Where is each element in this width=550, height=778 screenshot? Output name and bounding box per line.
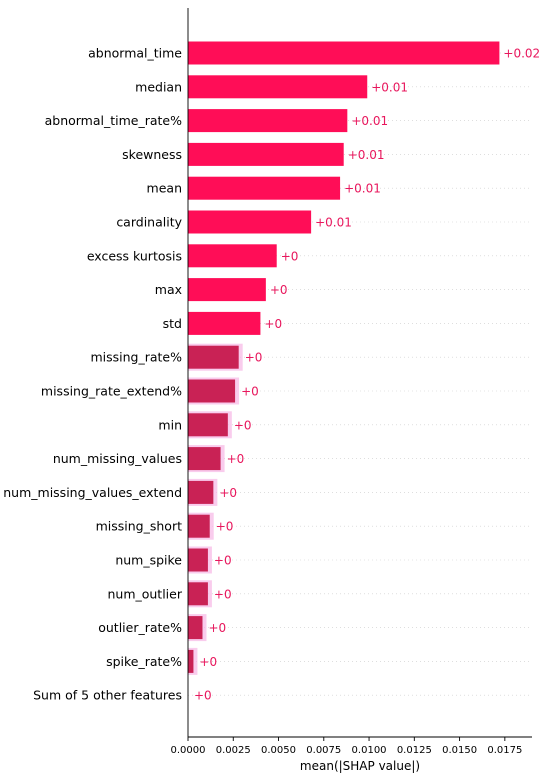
bar-row: min +0	[158, 411, 532, 439]
value-label: +0	[281, 249, 299, 263]
x-tick-label: 0.0175	[487, 745, 522, 756]
feature-label: mean	[147, 181, 182, 196]
feature-bar	[188, 41, 500, 65]
bar-row: excess kurtosis +0	[87, 244, 532, 268]
bar-row: missing_rate_extend% +0	[41, 377, 532, 405]
feature-bar	[188, 142, 344, 166]
feature-label: min	[158, 417, 182, 432]
feature-label: cardinality	[116, 215, 182, 230]
bar-row: num_outlier +0	[107, 580, 532, 608]
value-label: +0	[214, 587, 232, 601]
feature-bar	[188, 210, 312, 234]
feature-bar	[188, 616, 203, 640]
value-label: +0	[219, 486, 237, 500]
x-tick-label: 0.0125	[397, 745, 432, 756]
value-label: +0	[227, 452, 245, 466]
feature-bar	[188, 345, 239, 369]
value-label: +0	[199, 655, 217, 669]
x-tick-label: 0.0025	[216, 745, 251, 756]
bar-row: cardinality +0.01	[116, 210, 532, 234]
feature-bar	[188, 413, 228, 437]
bar-row: num_spike +0	[115, 546, 532, 574]
bar-row: Sum of 5 other features +0	[33, 688, 532, 703]
value-label: +0.01	[315, 216, 352, 230]
x-tick-label: 0.0075	[306, 745, 341, 756]
feature-bar	[188, 480, 214, 504]
bar-row: std +0	[163, 311, 532, 335]
feature-bar	[188, 278, 266, 302]
feature-bar	[188, 649, 194, 673]
value-label: +0	[245, 351, 263, 365]
bar-row: mean +0.01	[147, 176, 532, 200]
feature-label: Sum of 5 other features	[33, 688, 182, 703]
feature-bar	[188, 244, 277, 268]
value-label: +0	[270, 283, 288, 297]
feature-bar	[188, 548, 208, 572]
feature-label: num_missing_values	[53, 451, 182, 466]
value-label: +0.01	[344, 182, 381, 196]
feature-bar	[188, 514, 210, 538]
value-label: +0.01	[351, 114, 388, 128]
bar-row: spike_rate% +0	[106, 647, 532, 675]
feature-label: missing_short	[96, 519, 182, 534]
bar-row: median +0.01	[135, 75, 532, 99]
feature-bar	[188, 582, 208, 606]
feature-label: spike_rate%	[106, 654, 182, 669]
bar-row: outlier_rate% +0	[98, 614, 532, 642]
feature-label: median	[135, 79, 182, 94]
x-tick-label: 0.0150	[442, 745, 477, 756]
bar-row: max +0	[155, 278, 532, 302]
feature-bar	[188, 447, 221, 471]
value-label: +0	[214, 554, 232, 568]
feature-bar	[188, 176, 341, 200]
value-label: +0	[208, 621, 226, 635]
value-label: +0	[264, 317, 282, 331]
feature-label: num_missing_values_extend	[3, 485, 182, 500]
bar-row: missing_short +0	[96, 512, 532, 540]
value-label: +0	[216, 520, 234, 534]
feature-label: num_outlier	[107, 586, 182, 601]
value-label: +0	[234, 418, 252, 432]
feature-label: num_spike	[115, 553, 182, 568]
feature-label: std	[163, 316, 182, 331]
feature-label: skewness	[122, 147, 182, 162]
value-label: +0	[241, 385, 259, 399]
feature-label: abnormal_time	[88, 46, 182, 61]
x-axis-label: mean(|SHAP value|)	[300, 759, 420, 773]
bar-row: num_missing_values +0	[53, 445, 532, 473]
bar-row: num_missing_values_extend +0	[3, 478, 532, 506]
feature-label: excess kurtosis	[87, 248, 182, 263]
value-label: +0	[194, 689, 212, 703]
feature-label: missing_rate_extend%	[41, 384, 182, 399]
feature-label: max	[155, 282, 182, 297]
feature-label: outlier_rate%	[98, 620, 182, 635]
bar-row: abnormal_time_rate% +0.01	[45, 109, 532, 133]
bar-row: missing_rate% +0	[90, 343, 532, 371]
x-tick-label: 0.0000	[171, 745, 206, 756]
bar-row: skewness +0.01	[122, 142, 532, 166]
feature-label: missing_rate%	[90, 350, 182, 365]
feature-bar	[188, 311, 261, 335]
value-label: +0.01	[348, 148, 385, 162]
bar-row: abnormal_time +0.02	[88, 41, 540, 65]
feature-bar	[188, 379, 236, 403]
value-label: +0.02	[503, 47, 540, 61]
feature-label: abnormal_time_rate%	[45, 113, 183, 128]
x-tick-label: 0.0100	[352, 745, 387, 756]
chart-axes: 0.0000 0.0025 0.0050 0.0075 0.0100 0.0125 0.01…	[171, 8, 532, 756]
x-tick-label: 0.0050	[261, 745, 296, 756]
value-label: +0.01	[371, 80, 408, 94]
feature-bar	[188, 75, 368, 99]
feature-bar	[188, 109, 348, 133]
